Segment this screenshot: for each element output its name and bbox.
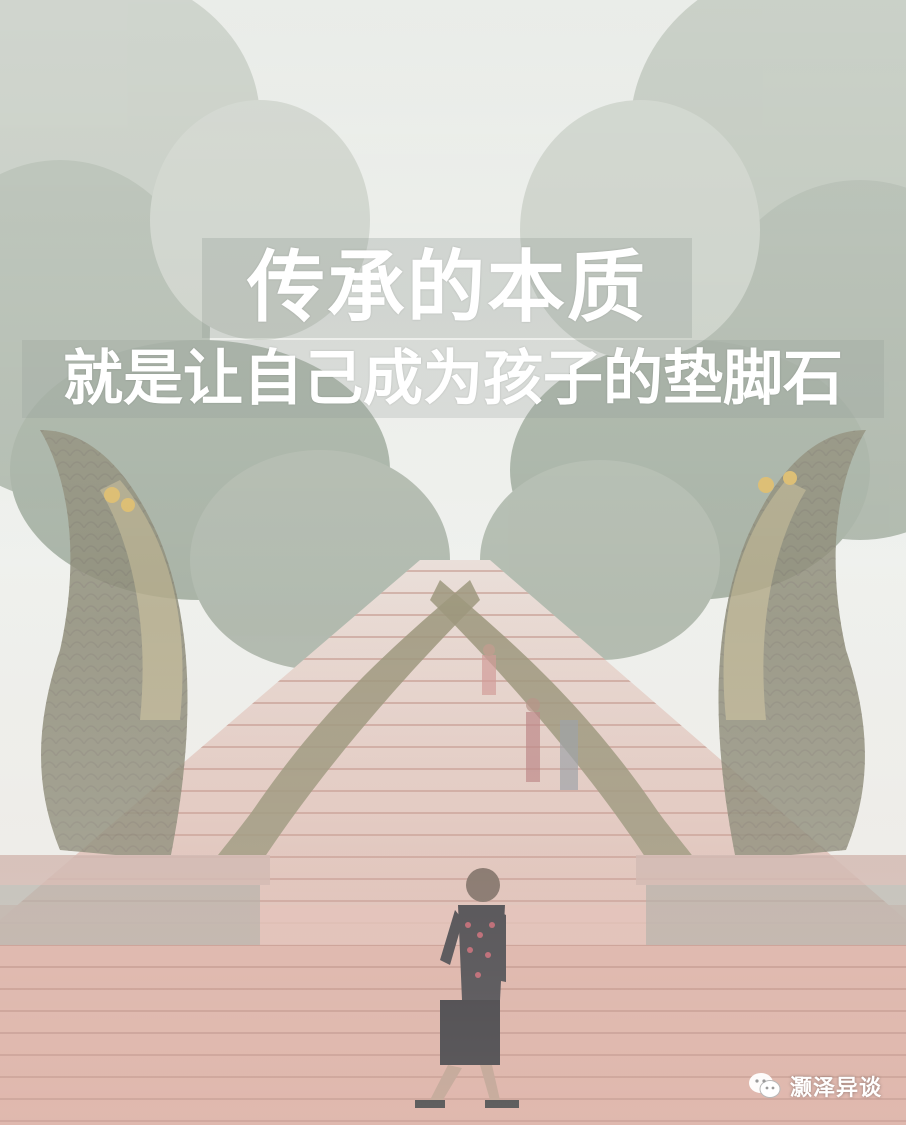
watermark-label: 灏泽异谈 — [789, 1076, 882, 1101]
watermark: 灏泽异谈 — [748, 1069, 882, 1103]
wechat-icon — [748, 1073, 781, 1098]
